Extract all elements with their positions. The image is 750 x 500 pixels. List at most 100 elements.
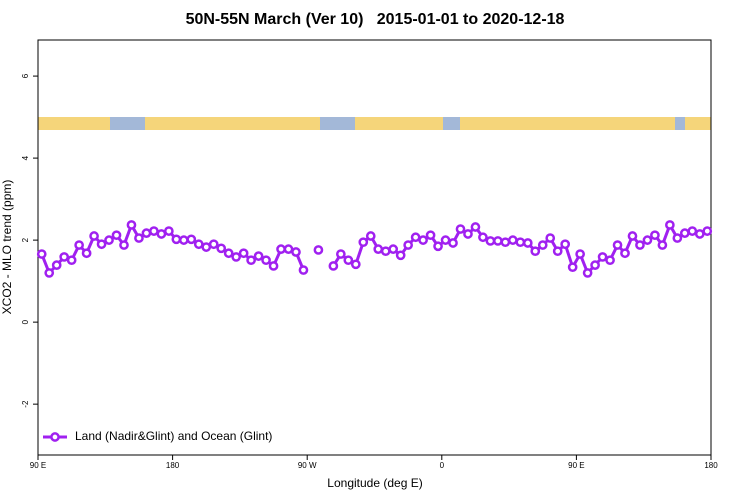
data-point	[328, 261, 339, 271]
data-point	[119, 240, 129, 250]
data-point	[702, 226, 713, 236]
data-point	[238, 248, 249, 259]
data-point	[365, 231, 376, 241]
data-point	[186, 234, 197, 245]
data-point	[687, 226, 698, 236]
data-point	[81, 248, 92, 259]
data-point	[665, 220, 675, 230]
data-point	[493, 236, 503, 246]
x-axis-label: Longitude (deg E)	[327, 476, 422, 490]
land-ocean-strip	[38, 117, 711, 130]
data-point	[104, 235, 114, 245]
data-point	[261, 255, 271, 266]
data-point	[657, 240, 668, 250]
data-point	[343, 255, 354, 266]
data-point	[694, 229, 705, 239]
data-point	[515, 237, 526, 248]
land	[38, 117, 110, 130]
data-point	[552, 246, 563, 257]
data-point	[530, 246, 541, 257]
legend-label: Land (Nadir&Glint) and Ocean (Glint)	[75, 429, 272, 443]
x-tick-label: 90 E	[568, 461, 584, 470]
data-point	[313, 245, 324, 255]
data-point	[74, 240, 84, 250]
data-point	[208, 239, 219, 250]
data-point	[336, 249, 346, 259]
x-tick-label: 0	[440, 461, 445, 470]
data-point	[433, 241, 443, 252]
data-point	[134, 233, 144, 243]
data-point	[485, 236, 496, 246]
land	[145, 117, 320, 130]
data-point	[470, 222, 481, 232]
data-point	[246, 255, 256, 266]
x-tick-label: 180	[704, 461, 718, 470]
chart-title: 50N-55N March (Ver 10) 2015-01-01 to 202…	[186, 11, 565, 28]
plot-frame	[37, 39, 712, 456]
data-point	[59, 252, 70, 262]
data-point	[679, 228, 690, 238]
data-point	[178, 235, 189, 245]
data-point	[425, 230, 436, 241]
land	[460, 117, 675, 130]
data-point	[448, 238, 458, 248]
data-point	[268, 261, 279, 271]
data-point	[590, 260, 600, 270]
y-tick-label: 2	[21, 237, 30, 242]
data-point	[96, 239, 107, 250]
data-point	[380, 246, 391, 257]
y-tick-label: -2	[21, 400, 30, 408]
data-point	[410, 232, 421, 243]
data-point	[403, 240, 413, 250]
data-point	[223, 248, 234, 259]
land	[355, 117, 443, 130]
data-point	[455, 224, 466, 234]
data-point	[537, 240, 548, 250]
data-point	[418, 235, 428, 245]
data-point	[440, 235, 451, 245]
data-point	[605, 255, 615, 266]
x-tick-label: 90 W	[298, 461, 317, 470]
data-point	[44, 268, 55, 278]
data-point	[193, 239, 204, 250]
data-point	[478, 232, 488, 243]
data-point	[36, 249, 47, 259]
y-tick-label: 4	[21, 155, 30, 160]
data-point	[627, 231, 638, 241]
data-point	[500, 237, 511, 248]
data-point	[171, 234, 182, 245]
data-point	[291, 247, 301, 257]
data-point	[463, 229, 473, 239]
legend-marker	[50, 432, 60, 442]
data-point	[253, 251, 264, 261]
data-point	[216, 243, 227, 254]
data-point	[545, 233, 556, 243]
data-point	[373, 244, 384, 254]
data-point	[395, 250, 406, 261]
data-point	[66, 255, 77, 266]
data-point	[575, 249, 585, 259]
data-point	[597, 252, 608, 262]
data-point	[164, 226, 174, 236]
data-point	[276, 244, 286, 254]
data-point	[298, 265, 309, 275]
data-point	[51, 260, 62, 270]
data-point	[231, 252, 242, 262]
data-point	[612, 240, 623, 250]
data-point	[582, 268, 593, 278]
data-point	[650, 230, 660, 241]
y-axis-label: XCO2 - MLO trend (ppm)	[0, 180, 14, 315]
data-point	[89, 231, 99, 241]
data-point	[635, 240, 645, 250]
x-tick-label: 90 E	[30, 461, 46, 470]
data-point	[111, 230, 122, 241]
data-point	[358, 237, 369, 248]
data-point	[350, 259, 361, 270]
data-point	[522, 238, 533, 248]
data-point	[567, 262, 578, 273]
y-tick-label: 6	[21, 73, 30, 78]
data-point	[283, 244, 294, 254]
data-point	[388, 244, 399, 254]
data-point	[560, 239, 571, 250]
